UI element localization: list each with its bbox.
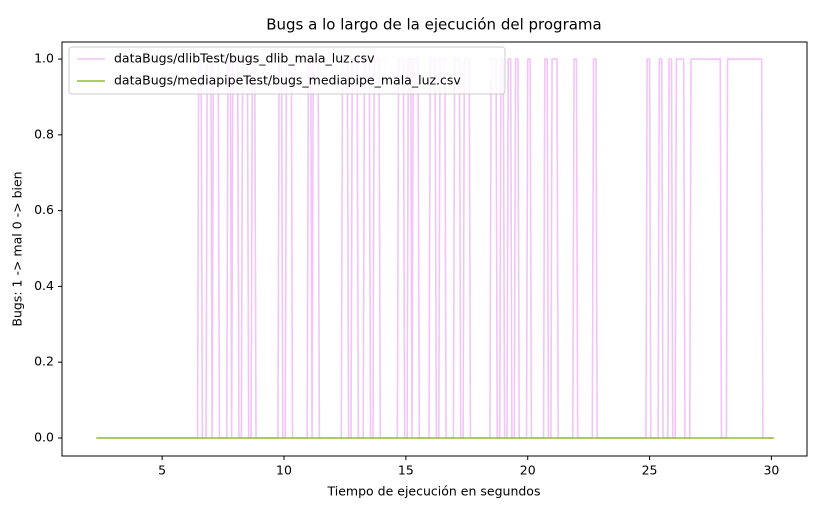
x-tick-label: 25 <box>642 463 658 478</box>
chart-title: Bugs a lo largo de la ejecución del prog… <box>266 16 602 34</box>
legend-label: dataBugs/mediapipeTest/bugs_mediapipe_ma… <box>114 73 461 88</box>
y-tick-label: 0.4 <box>34 278 54 293</box>
plot-frame <box>61 41 808 457</box>
x-tick-label: 20 <box>520 463 536 478</box>
y-tick-label: 0.2 <box>34 354 54 369</box>
data-line <box>96 58 774 439</box>
legend-label: dataBugs/dlibTest/bugs_dlib_mala_luz.csv <box>114 51 375 66</box>
y-tick-label: 0.6 <box>34 202 54 217</box>
x-tick-label: 10 <box>276 463 292 478</box>
x-tick-label: 30 <box>763 463 779 478</box>
x-axis-label: Tiempo de ejecución en segundos <box>327 484 541 499</box>
y-tick-label: 0.8 <box>34 126 54 141</box>
y-tick-label: 1.0 <box>34 51 54 66</box>
legend-box <box>68 46 506 95</box>
y-tick-label: 0.0 <box>34 430 54 445</box>
x-tick-label: 15 <box>398 463 414 478</box>
x-tick-label: 5 <box>158 463 166 478</box>
y-axis-label: Bugs: 1 -> mal 0 -> bien <box>10 171 25 326</box>
